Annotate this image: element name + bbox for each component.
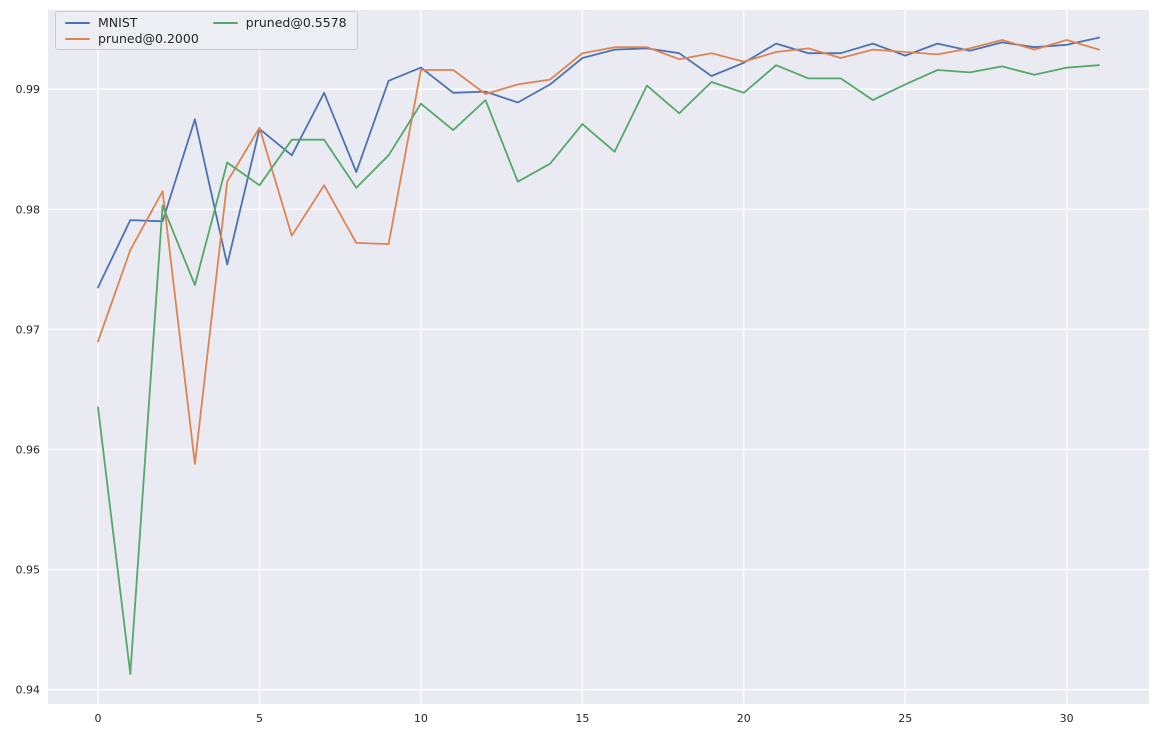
x-tick-label-20: 20 xyxy=(737,712,751,725)
y-tick-label-0.98: 0.98 xyxy=(16,203,41,216)
legend-label-pruned-0-2000: pruned@0.2000 xyxy=(98,31,199,46)
legend-item-pruned-0-2000[interactable]: pruned@0.2000 xyxy=(65,32,199,45)
legend-line-sample-mnist xyxy=(65,21,90,24)
y-tick-label-0.94: 0.94 xyxy=(16,684,41,697)
plot-area xyxy=(48,10,1149,704)
x-tick-label-0: 0 xyxy=(95,712,102,725)
series-line-mnist xyxy=(97,36,1100,289)
legend: MNIST pruned@0.2000 pruned@0.5578 xyxy=(55,11,358,50)
legend-item-mnist[interactable]: MNIST xyxy=(65,16,199,29)
legend-label-mnist: MNIST xyxy=(98,15,138,30)
legend-label-pruned-0-5578: pruned@0.5578 xyxy=(245,15,347,30)
x-tick-label-5: 5 xyxy=(256,712,263,725)
x-tick-label-25: 25 xyxy=(898,712,912,725)
legend-line-sample-pruned-0-5578 xyxy=(212,21,238,24)
y-tick-label-0.99: 0.99 xyxy=(16,83,41,96)
y-tick-label-0.96: 0.96 xyxy=(16,443,41,456)
x-tick-label-10: 10 xyxy=(414,712,428,725)
series-line-pruned-0-5578 xyxy=(97,64,1100,675)
x-tick-label-30: 30 xyxy=(1060,712,1074,725)
legend-item-pruned-0-5578[interactable]: pruned@0.5578 xyxy=(212,15,347,30)
y-tick-label-0.97: 0.97 xyxy=(16,323,41,336)
y-tick-label-0.95: 0.95 xyxy=(16,564,41,577)
x-tick-label-15: 15 xyxy=(575,712,589,725)
series-line-pruned-0-2000 xyxy=(97,39,1100,465)
legend-line-sample-pruned-0-2000 xyxy=(65,37,90,40)
